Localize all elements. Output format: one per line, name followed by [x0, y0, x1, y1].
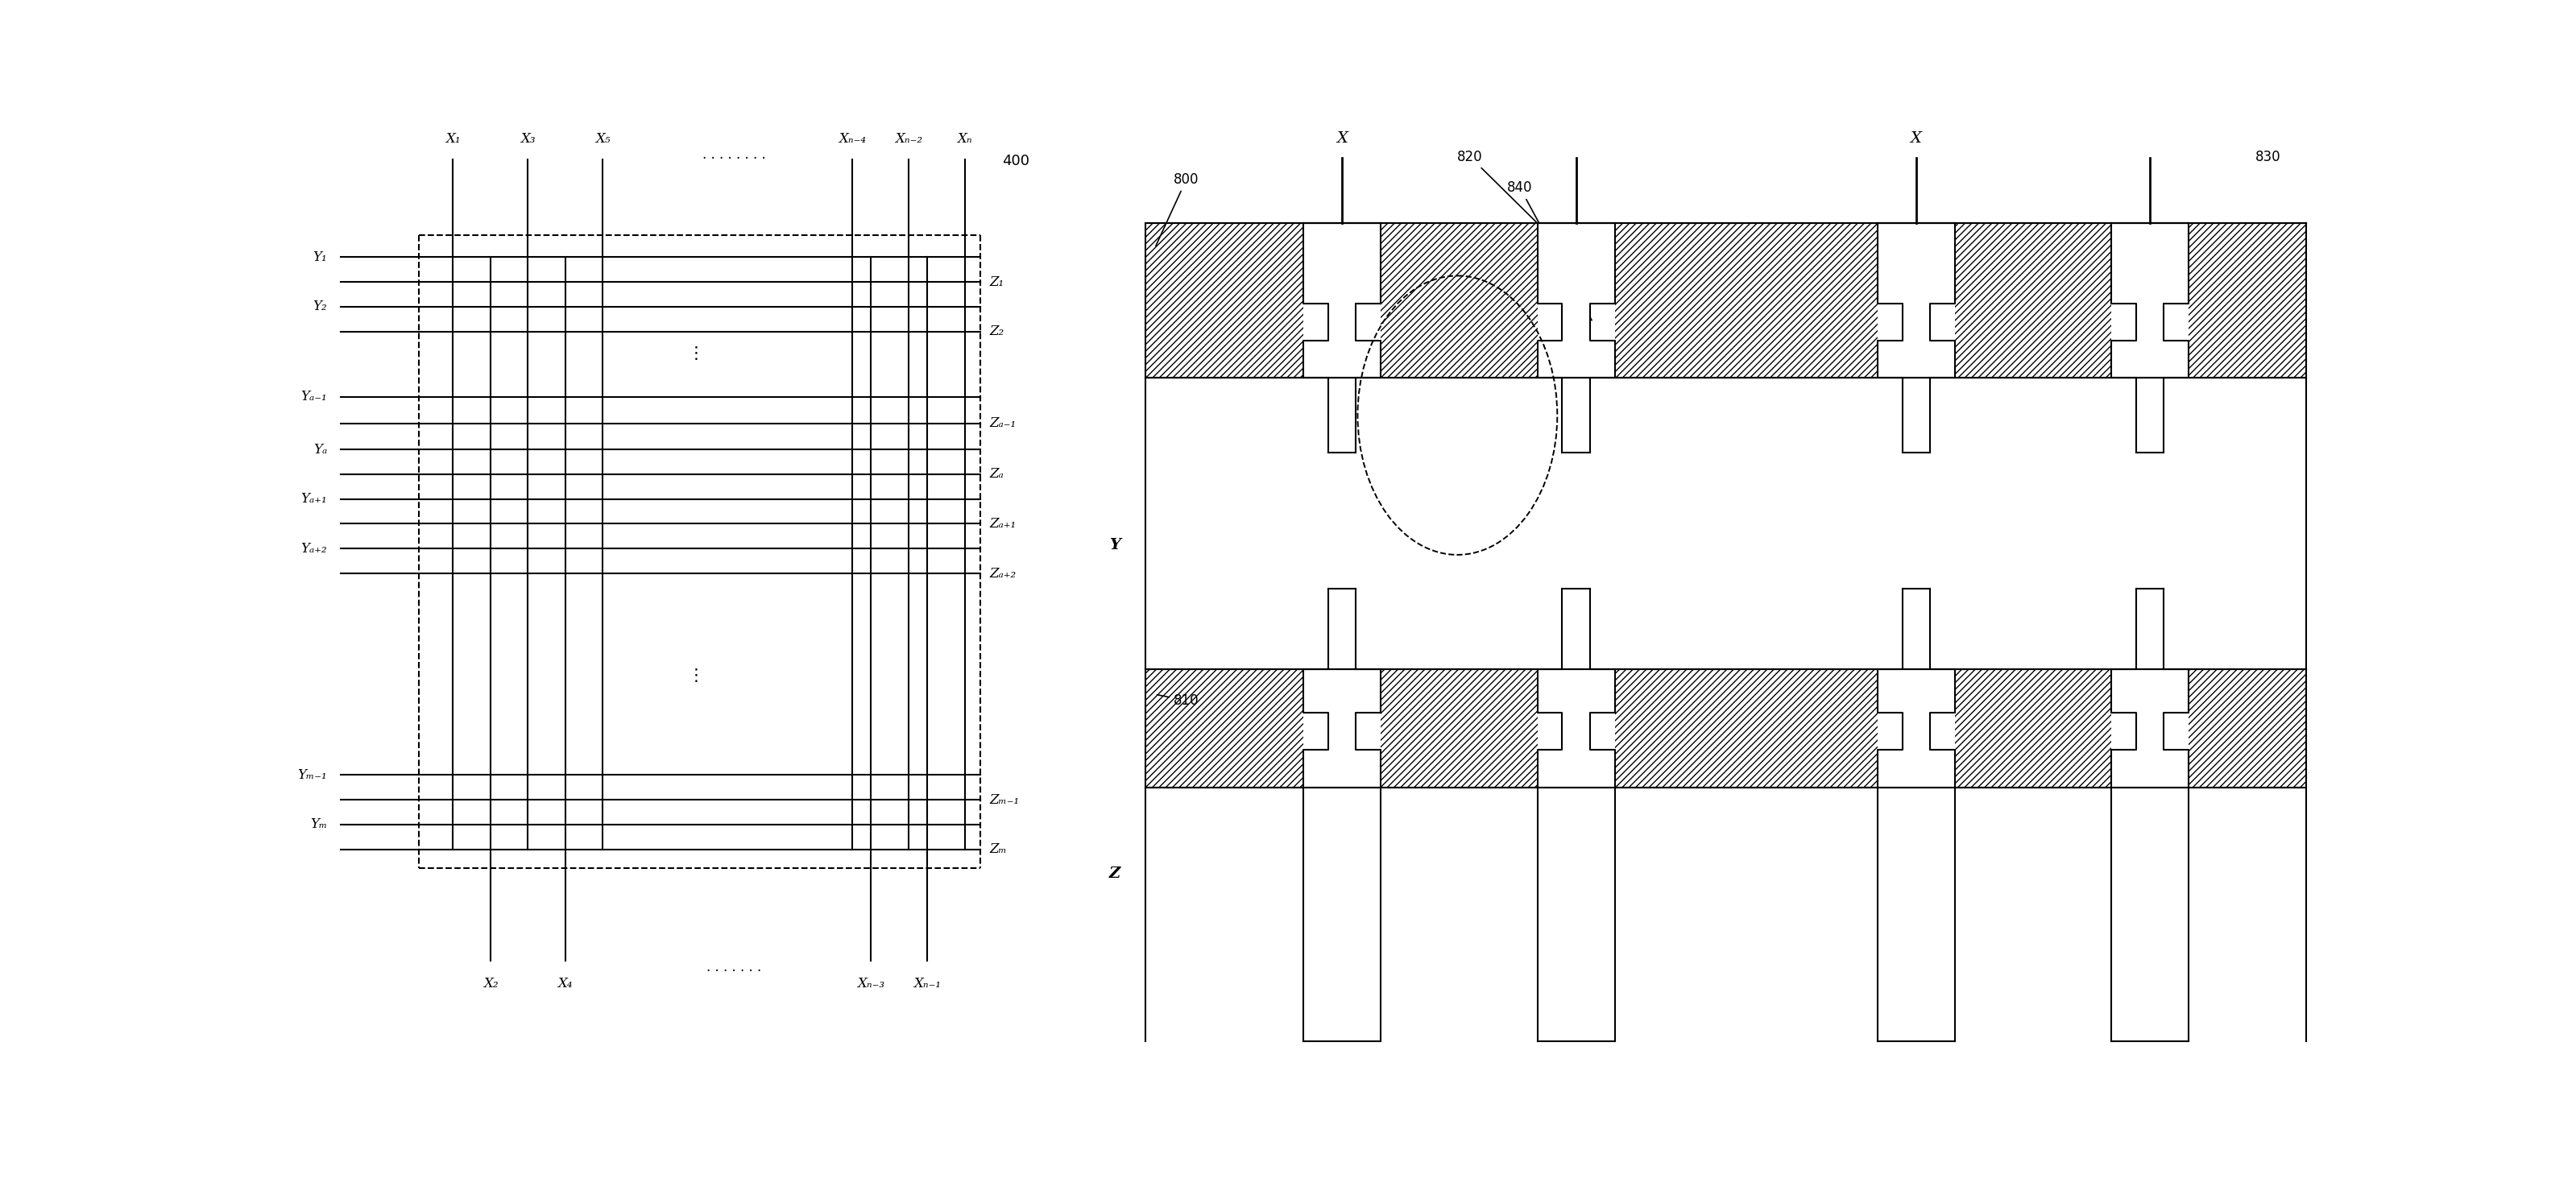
Text: 830: 830 [2257, 150, 2280, 164]
Bar [2112, 223, 2190, 304]
Bar [1901, 379, 1929, 452]
Text: Y₁: Y₁ [312, 250, 327, 264]
Text: Z₁: Z₁ [989, 275, 1005, 288]
Text: 840: 840 [1507, 180, 1592, 320]
Bar [1538, 223, 1615, 379]
Text: Zₐ₊₂: Zₐ₊₂ [989, 566, 1015, 580]
Bar [1561, 304, 1589, 341]
Bar [1538, 669, 1615, 713]
Bar [2136, 713, 2164, 750]
Bar [1146, 223, 2306, 379]
Bar [1878, 750, 1955, 787]
Text: Yₘ₋₁: Yₘ₋₁ [296, 768, 327, 782]
Bar [1878, 669, 1955, 787]
Text: Zₘ₋₁: Zₘ₋₁ [989, 793, 1020, 806]
Text: Zₐ: Zₐ [989, 468, 1005, 481]
Bar [2112, 341, 2190, 379]
Bar [2112, 750, 2190, 787]
Bar [2112, 669, 2190, 787]
Bar [1538, 341, 1615, 379]
Bar [1329, 304, 1355, 341]
Text: X₁: X₁ [446, 132, 461, 146]
Bar [2112, 787, 2190, 1041]
Text: Y₂: Y₂ [312, 300, 327, 313]
Bar [1329, 589, 1355, 669]
Bar [1303, 223, 1381, 304]
Bar [1538, 223, 1615, 304]
Bar [1303, 787, 1381, 1041]
Bar [1561, 589, 1589, 669]
Bar [1878, 341, 1955, 379]
Bar [1303, 669, 1381, 713]
Text: Xₙ₋₁: Xₙ₋₁ [914, 977, 940, 990]
Bar [2112, 223, 2190, 379]
Text: . . . . . . .: . . . . . . . [706, 960, 762, 975]
Bar [1329, 713, 1355, 750]
Bar [1303, 341, 1381, 379]
Bar [1303, 750, 1381, 787]
Bar [1878, 669, 1955, 713]
Text: Yₘ: Yₘ [309, 818, 327, 831]
Text: Zₐ₊₁: Zₐ₊₁ [989, 518, 1015, 531]
Bar [2112, 669, 2190, 713]
Text: Yₐ: Yₐ [314, 443, 327, 456]
Bar [1878, 787, 1955, 1041]
Bar [1146, 669, 2306, 787]
Text: . . . . . . . .: . . . . . . . . [703, 147, 765, 163]
Bar [1901, 713, 1929, 750]
Text: Yₐ₊₂: Yₐ₊₂ [301, 541, 327, 556]
Text: 820: 820 [1458, 150, 1538, 224]
Bar [2136, 304, 2164, 341]
Text: X₃: X₃ [520, 132, 536, 146]
Text: Xₙ: Xₙ [958, 132, 971, 146]
Bar [1329, 379, 1355, 452]
Text: X₅: X₅ [595, 132, 611, 146]
Text: Yₐ₊₁: Yₐ₊₁ [301, 493, 327, 506]
Bar [1538, 787, 1615, 1041]
Bar [1561, 713, 1589, 750]
Bar [1538, 669, 1615, 787]
Bar [1878, 223, 1955, 379]
Text: X₄: X₄ [559, 977, 572, 990]
Text: 810: 810 [1157, 693, 1198, 707]
Text: Zₘ: Zₘ [989, 843, 1007, 856]
Text: Zₐ₋₁: Zₐ₋₁ [989, 417, 1015, 430]
Bar [1561, 379, 1589, 452]
Text: Xₙ₋₄: Xₙ₋₄ [840, 132, 866, 146]
Text: Z: Z [1110, 867, 1121, 882]
Bar [1303, 223, 1381, 379]
Bar [2136, 589, 2164, 669]
Text: X: X [1911, 131, 1922, 146]
Bar [1901, 304, 1929, 341]
Text: Z₂: Z₂ [989, 325, 1005, 338]
Text: Xₙ₋₃: Xₙ₋₃ [858, 977, 884, 990]
Text: X₂: X₂ [482, 977, 497, 990]
Text: Yₐ₋₁: Yₐ₋₁ [301, 389, 327, 404]
Bar [1901, 589, 1929, 669]
Text: ⋮: ⋮ [688, 667, 706, 684]
Text: 400: 400 [1002, 154, 1030, 169]
Bar [1538, 750, 1615, 787]
Text: X: X [1337, 131, 1347, 146]
Text: Xₙ₋₂: Xₙ₋₂ [894, 132, 922, 146]
Bar [1878, 223, 1955, 304]
Text: ⋮: ⋮ [688, 345, 706, 361]
Text: Y: Y [1110, 538, 1121, 553]
Text: 800: 800 [1157, 172, 1198, 246]
Bar [2136, 379, 2164, 452]
Bar [1303, 669, 1381, 787]
